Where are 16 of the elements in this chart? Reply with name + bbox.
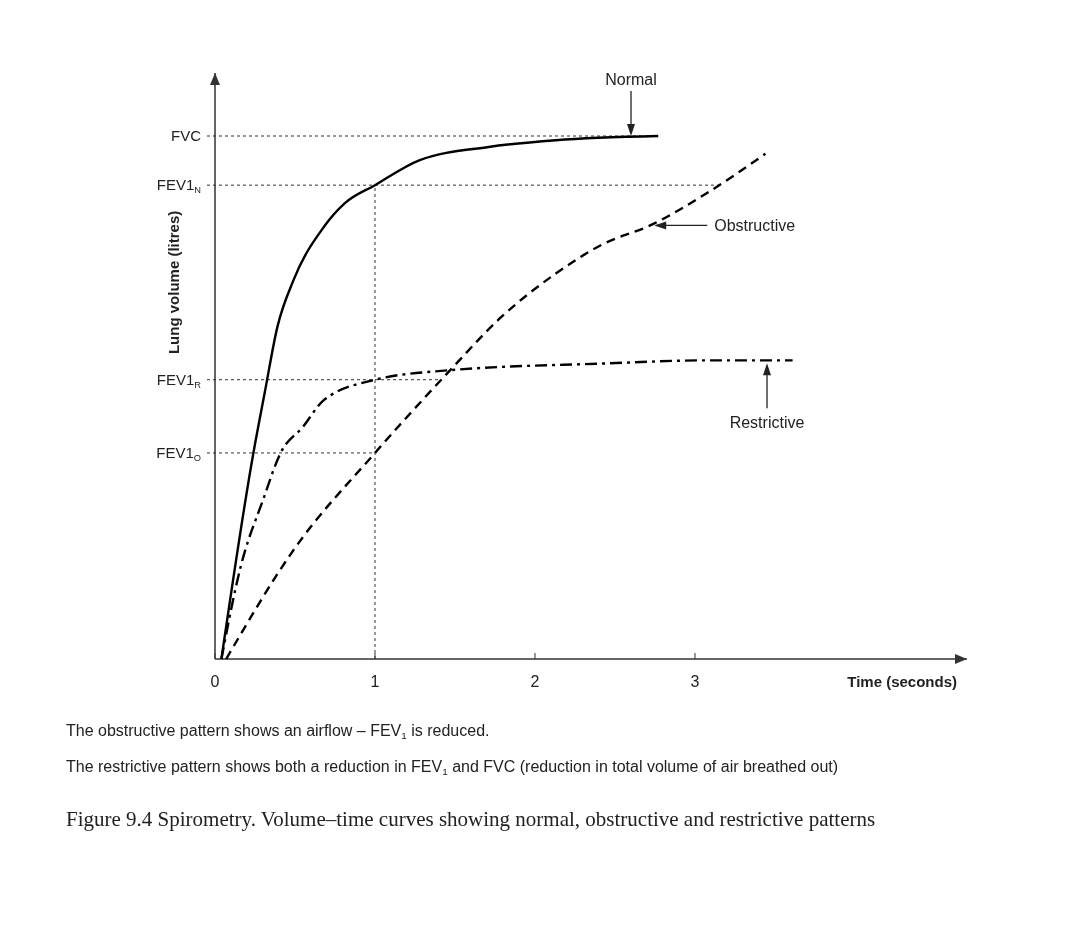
x-axis-title: Time (seconds)	[847, 673, 957, 690]
x-tick-label: 2	[530, 673, 540, 690]
x-tick-label: 1	[370, 673, 380, 690]
caption: Figure 9.4 Spirometry. Volume–time curves showing normal, obstructive and restrictive patterns	[66, 807, 876, 831]
text: The restrictive pattern shows both a reduction in FEV$_{1}$ and FVC (reduction in total volume of air breathed out)	[66, 758, 839, 777]
ref-line-label: FEV1$_{R}$	[156, 370, 202, 390]
annotation: Restrictive	[729, 414, 805, 432]
annotation: Normal	[605, 71, 657, 89]
x-tick-label: 3	[690, 673, 700, 690]
x-tick-label: 0	[210, 673, 220, 690]
ref-line-label: FVC	[171, 127, 202, 144]
annotation: Obstructive	[714, 217, 796, 235]
ref-line-label: FEV1$_{O}$	[156, 443, 201, 463]
ref-line-label: FEV1$_{N}$	[156, 176, 201, 195]
y-axis-title: Lung volume (litres)	[165, 210, 182, 355]
text: The obstructive pattern shows an airflow – FEV$_{1}$ is reduced.	[66, 722, 490, 741]
